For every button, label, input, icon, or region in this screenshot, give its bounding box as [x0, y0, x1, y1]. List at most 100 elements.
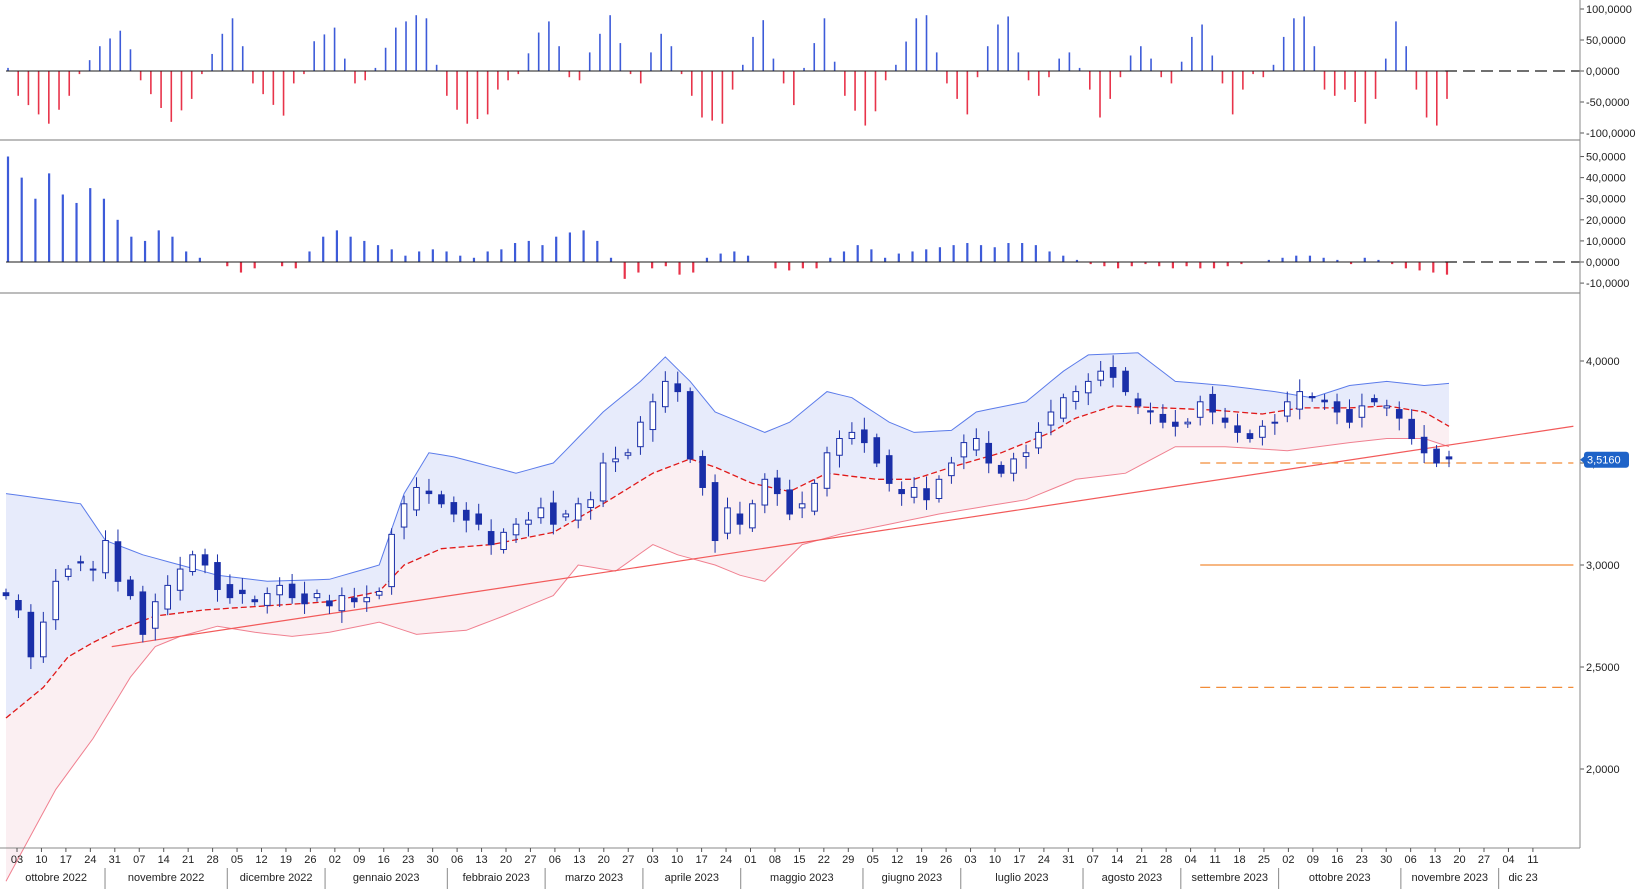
candle-body [1259, 425, 1266, 438]
candle-body [375, 591, 383, 596]
osc-top-y-tick-label: -100,0000 [1586, 128, 1636, 140]
candle-body [923, 488, 930, 501]
osc-mid-y-tick-label: 50,0000 [1586, 152, 1626, 164]
candle-body [1246, 433, 1254, 440]
candle-body [873, 437, 881, 464]
x-day-tick-label: 19 [280, 854, 292, 866]
x-day-tick-label: 16 [1331, 854, 1343, 866]
candle-body [189, 554, 196, 573]
osc-mid-y-tick-label: 0,0000 [1586, 257, 1620, 269]
candle-body [649, 401, 657, 431]
month-label: febbraio 2023 [463, 872, 530, 884]
candle-body [848, 431, 856, 440]
candle-body [1047, 411, 1055, 426]
candle-body [1271, 421, 1279, 424]
x-day-tick-label: 30 [1380, 854, 1392, 866]
candle-body [1333, 401, 1341, 413]
price-y-tick-label: 2,5000 [1586, 662, 1620, 674]
x-day-tick-label: 09 [353, 854, 365, 866]
candle-body [749, 503, 756, 529]
x-day-tick-label: 14 [1111, 854, 1123, 866]
x-day-tick-label: 23 [402, 854, 414, 866]
x-day-tick-label: 26 [940, 854, 952, 866]
candle-body [1234, 425, 1241, 433]
candle-body [201, 554, 209, 566]
candle-body [400, 503, 408, 528]
osc-mid-y-tick-label: 30,0000 [1586, 194, 1626, 206]
x-day-tick-label: 24 [720, 854, 732, 866]
x-day-tick-label: 01 [744, 854, 756, 866]
x-day-tick-label: 15 [793, 854, 805, 866]
x-day-tick-label: 13 [475, 854, 487, 866]
x-day-tick-label: 11 [1209, 854, 1220, 866]
x-day-tick-label: 17 [695, 854, 707, 866]
candle-body [1084, 380, 1092, 394]
x-day-tick-label: 28 [1160, 854, 1172, 866]
osc-mid-y-tick-label: 10,0000 [1586, 236, 1626, 248]
x-day-tick-label: 19 [916, 854, 928, 866]
candle-body [736, 513, 744, 525]
candle-body [686, 391, 694, 460]
osc-mid-y-tick-label: 40,0000 [1586, 173, 1626, 185]
candle-body [77, 561, 84, 564]
osc-top-y-tick-label: 50,0000 [1586, 35, 1626, 47]
candle-body [139, 591, 147, 635]
candle-body [363, 597, 371, 603]
candle-body [338, 595, 346, 612]
candle-body [462, 509, 470, 521]
candle-body [164, 584, 172, 610]
candle-body [1420, 436, 1428, 454]
x-day-tick-label: 20 [500, 854, 512, 866]
price-y-tick-label: 4,0000 [1586, 356, 1620, 368]
candle-body [1097, 370, 1104, 381]
x-day-tick-label: 30 [427, 854, 439, 866]
x-day-tick-label: 26 [304, 854, 316, 866]
candle-body [1035, 431, 1042, 449]
x-day-tick-label: 05 [231, 854, 243, 866]
candle-body [102, 540, 109, 574]
time-axis: 03 10 17 24 31 07 14 21 28 05 12 19 26 02 09 16 23 30 06 13… [11, 848, 1539, 889]
candle-body [288, 583, 296, 599]
candle-body [612, 458, 619, 463]
candle-body [948, 462, 955, 477]
candle-body [263, 593, 271, 606]
candle-body [127, 579, 134, 597]
x-day-tick-label: 20 [1453, 854, 1465, 866]
candle-body [898, 489, 905, 495]
x-day-tick-label: 29 [842, 854, 854, 866]
x-day-tick-label: 13 [1429, 854, 1441, 866]
x-day-tick-label: 03 [647, 854, 659, 866]
x-day-tick-label: 10 [35, 854, 47, 866]
candle-body [1010, 458, 1017, 474]
candle-body [500, 531, 507, 550]
candle-body [413, 486, 420, 511]
x-day-tick-label: 22 [818, 854, 830, 866]
candle-body [624, 452, 632, 456]
candle-body [711, 482, 719, 542]
x-day-tick-label: 31 [1062, 854, 1074, 866]
candle-body [885, 455, 893, 484]
x-day-tick-label: 10 [671, 854, 683, 866]
x-day-tick-label: 04 [1502, 854, 1514, 866]
candle-body [587, 499, 594, 508]
candle-body [525, 519, 532, 525]
candle-body [861, 429, 868, 444]
candle-body [761, 478, 769, 506]
x-day-tick-label: 14 [158, 854, 170, 866]
candle-body [214, 562, 221, 590]
x-day-tick-label: 07 [133, 854, 145, 866]
osc-top-y-tick-label: -50,0000 [1586, 97, 1629, 109]
candle-body [1109, 367, 1117, 378]
candle-body [40, 621, 47, 658]
last-price-pointer [1580, 455, 1585, 464]
candle-body [438, 494, 445, 505]
candle-body [313, 593, 321, 599]
candle-body [276, 584, 283, 596]
bollinger-upper-fill [6, 352, 1449, 718]
osc-mid-y-tick-label: 20,0000 [1586, 215, 1626, 227]
candle-body [773, 477, 781, 495]
x-day-tick-label: 13 [573, 854, 585, 866]
candle-body [239, 589, 246, 595]
candle-body [550, 502, 557, 525]
